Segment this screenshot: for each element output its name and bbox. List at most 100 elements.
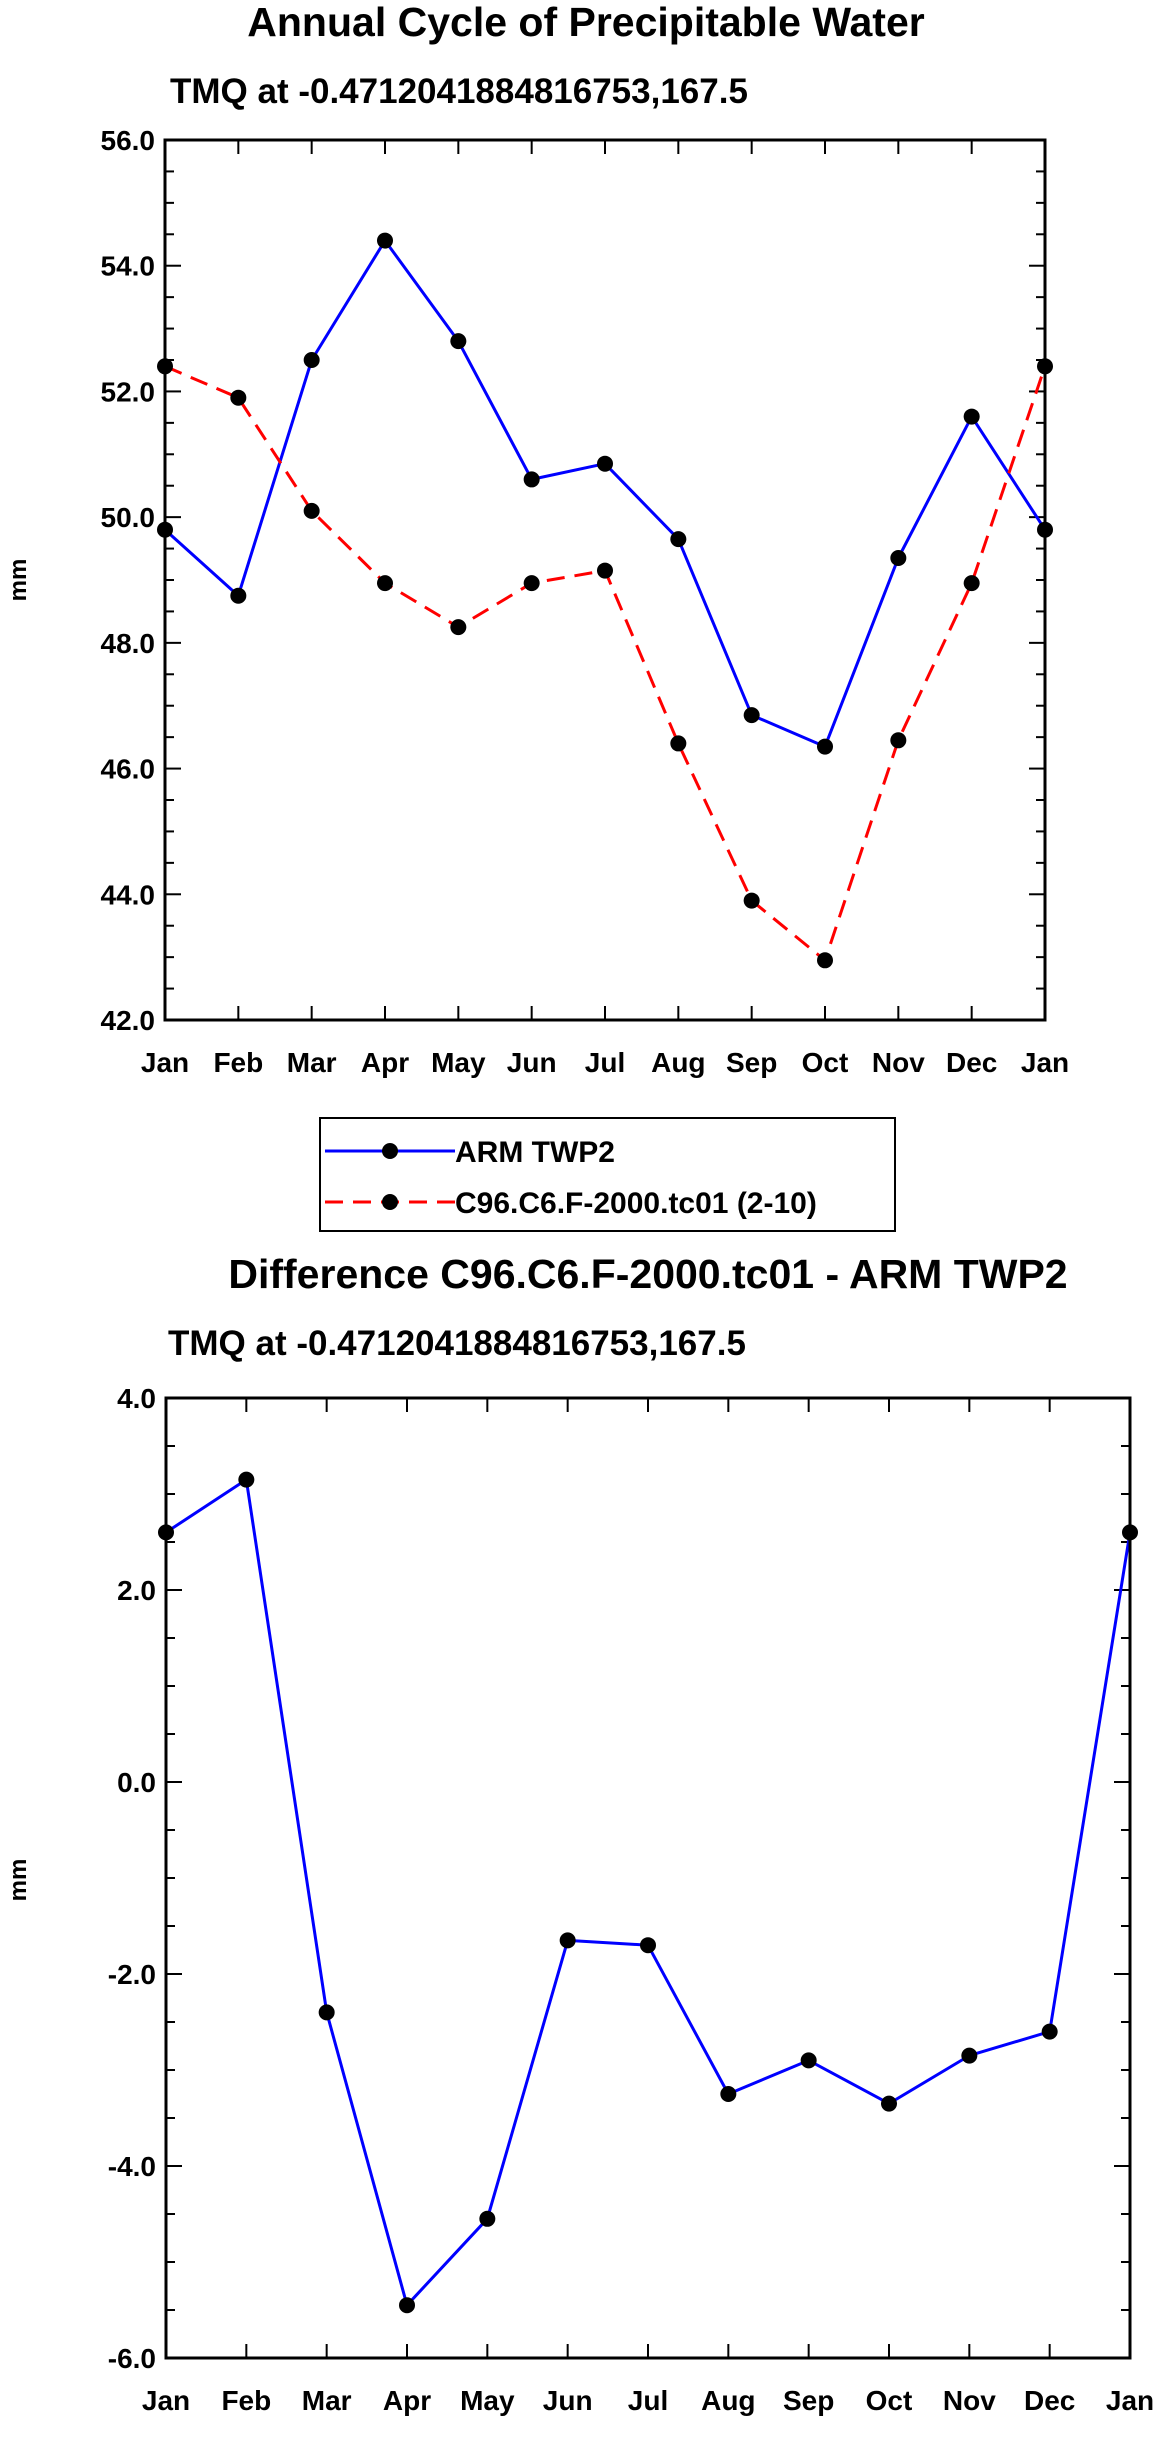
series-0-point bbox=[318, 2004, 335, 2021]
chart-1-y-tick-labels: 42.0 44.0 46.0 48.0 50.0 52.0 54.0 56.0 bbox=[101, 125, 156, 1036]
series-1-point bbox=[743, 892, 760, 909]
chart-2-ticks bbox=[165, 1397, 1131, 2359]
series-0-point bbox=[670, 531, 687, 548]
series-1-point bbox=[963, 575, 980, 592]
series-0-point bbox=[881, 2095, 897, 2112]
chart-1-y-axis-label: mm bbox=[5, 559, 32, 602]
series-1-point bbox=[303, 502, 320, 519]
series-0-point bbox=[743, 707, 760, 724]
chart-2-plot-frame bbox=[164, 1396, 1132, 2360]
x-tick-label: Jan bbox=[1021, 1047, 1069, 1078]
series-0-point bbox=[597, 455, 613, 472]
series-1-point bbox=[890, 732, 907, 749]
series-1-point bbox=[377, 575, 393, 592]
series-0-point bbox=[963, 408, 980, 425]
legend-model-marker bbox=[382, 1194, 398, 1210]
series-0-point bbox=[817, 738, 833, 755]
chart-2-y-axis-label: mm bbox=[5, 1859, 32, 1902]
series-0-point bbox=[450, 333, 467, 350]
series-0-point bbox=[230, 587, 247, 604]
x-tick-label: Jan bbox=[141, 1047, 189, 1078]
series-line-0 bbox=[165, 1478, 1132, 2307]
y-tick-label: 46.0 bbox=[101, 754, 156, 785]
legend-entry-model: C96.C6.F-2000.tc01 (2-10) bbox=[325, 1187, 817, 1220]
legend-entry-arm: ARM TWP2 bbox=[325, 1136, 615, 1169]
chart-1-subtitle: TMQ at -0.4712041884816753,167.5 bbox=[170, 72, 748, 111]
series-0-point bbox=[238, 1471, 255, 1488]
y-tick-label: 52.0 bbox=[101, 376, 156, 407]
x-tick-label: Nov bbox=[943, 2385, 996, 2416]
legend-box bbox=[319, 1117, 896, 1232]
chart-1: Annual Cycle of Precipitable Water TMQ a… bbox=[5, 0, 1069, 1078]
y-tick-label: 54.0 bbox=[101, 251, 156, 282]
series-0-point bbox=[800, 2052, 817, 2069]
x-tick-label: Aug bbox=[701, 2385, 755, 2416]
chart-1-x-tick-labels: Jan Feb Mar Apr May Jun Jul Aug Sep Oct Nov Dec Jan bbox=[141, 1047, 1069, 1078]
y-tick-label: 44.0 bbox=[101, 879, 156, 910]
chart-2-x-tick-labels: Jan Feb Mar Apr May Jun Jul Aug Sep Oct Nov Dec Jan bbox=[142, 2385, 1154, 2416]
x-tick-label: Jun bbox=[543, 2385, 593, 2416]
x-tick-label: Aug bbox=[651, 1047, 705, 1078]
series-line-0 bbox=[163, 239, 1047, 749]
y-tick-label: 4.0 bbox=[117, 1383, 156, 1414]
chart-1-plot-frame bbox=[163, 138, 1047, 1022]
series-0-point bbox=[961, 2047, 978, 2064]
series-0-point bbox=[479, 2210, 496, 2227]
x-tick-label: Feb bbox=[213, 1047, 263, 1078]
x-tick-label: Mar bbox=[302, 2385, 352, 2416]
series-1-point bbox=[817, 952, 833, 969]
x-tick-label: Apr bbox=[383, 2385, 431, 2416]
chart-1-legend: ARM TWP2 C96.C6.F-2000.tc01 (2-10) bbox=[319, 1117, 896, 1232]
series-1-point bbox=[450, 619, 467, 636]
series-line-1 bbox=[164, 364, 1047, 962]
chart-2-subtitle: TMQ at -0.4712041884816753,167.5 bbox=[168, 1324, 746, 1363]
y-tick-label: 48.0 bbox=[101, 628, 156, 659]
x-tick-label: Jul bbox=[585, 1047, 625, 1078]
chart-1-series bbox=[157, 232, 1053, 969]
y-tick-label: 56.0 bbox=[101, 125, 156, 156]
chart-1-title: Annual Cycle of Precipitable Water bbox=[247, 0, 924, 45]
series-0-point bbox=[399, 2297, 415, 2314]
legend-arm-label: ARM TWP2 bbox=[455, 1136, 615, 1169]
x-tick-label: Jan bbox=[142, 2385, 190, 2416]
series-0-point bbox=[720, 2086, 737, 2102]
chart-2-series bbox=[158, 1471, 1138, 2314]
series-0-point bbox=[640, 1937, 656, 1954]
x-tick-label: Jul bbox=[628, 2385, 668, 2416]
legend-model-label: C96.C6.F-2000.tc01 (2-10) bbox=[455, 1187, 817, 1220]
x-tick-label: Dec bbox=[1024, 2385, 1075, 2416]
x-tick-label: Feb bbox=[221, 2385, 271, 2416]
series-0-point bbox=[523, 471, 540, 488]
x-tick-label: Mar bbox=[287, 1047, 337, 1078]
chart-2-y-tick-labels: -6.0 -4.0 -2.0 0.0 2.0 4.0 bbox=[108, 1383, 156, 2374]
series-1-point bbox=[230, 389, 247, 406]
series-0-point bbox=[1041, 2023, 1058, 2040]
x-tick-label: Jun bbox=[507, 1047, 557, 1078]
y-tick-label: 50.0 bbox=[101, 502, 156, 533]
y-tick-label: 42.0 bbox=[101, 1005, 156, 1036]
y-tick-label: -6.0 bbox=[108, 2343, 156, 2374]
x-tick-label: Sep bbox=[726, 1047, 777, 1078]
x-tick-label: Oct bbox=[866, 2385, 913, 2416]
series-1-point bbox=[670, 735, 687, 752]
legend-arm-marker bbox=[382, 1143, 398, 1159]
x-tick-label: Jan bbox=[1106, 2385, 1154, 2416]
x-tick-label: Dec bbox=[946, 1047, 997, 1078]
y-tick-label: 2.0 bbox=[117, 1575, 156, 1606]
series-0-point bbox=[377, 232, 393, 249]
x-tick-label: Oct bbox=[802, 1047, 849, 1078]
series-0-point bbox=[303, 352, 320, 368]
x-tick-label: Nov bbox=[872, 1047, 925, 1078]
x-tick-label: May bbox=[431, 1047, 486, 1078]
x-tick-label: Sep bbox=[783, 2385, 834, 2416]
x-tick-label: May bbox=[460, 2385, 515, 2416]
series-1-point bbox=[523, 575, 540, 592]
y-tick-label: -4.0 bbox=[108, 2151, 156, 2182]
series-0-point bbox=[890, 550, 907, 566]
x-tick-label: Apr bbox=[361, 1047, 409, 1078]
chart-1-ticks bbox=[164, 139, 1046, 1021]
chart-2-title: Difference C96.C6.F-2000.tc01 - ARM TWP2 bbox=[228, 1251, 1067, 1297]
series-0-point bbox=[559, 1932, 576, 1949]
series-1-point bbox=[597, 562, 613, 579]
